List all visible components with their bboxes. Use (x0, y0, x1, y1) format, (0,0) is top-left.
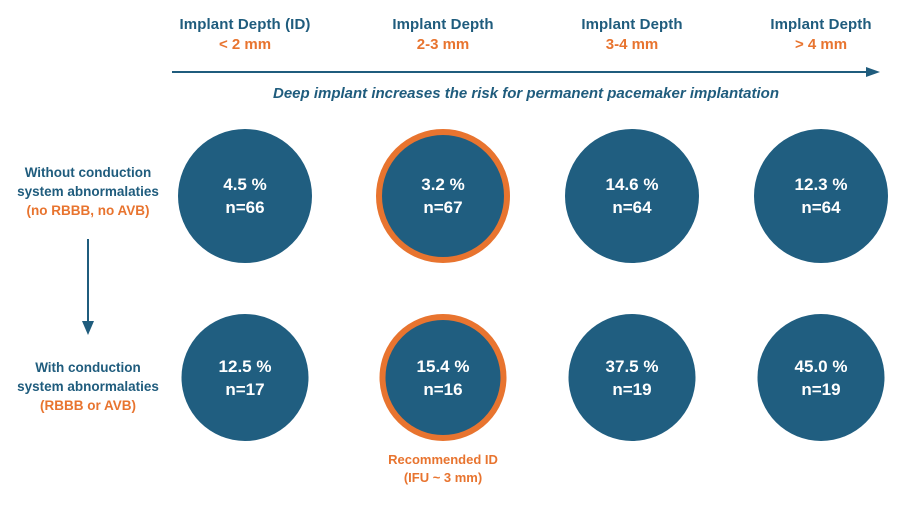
group-label-with-csa: With conduction system abnormalaties (RB… (2, 358, 174, 415)
stat-circle-row2-col3: 37.5 % n=19 (568, 314, 696, 441)
sample-size: n=19 (801, 379, 841, 399)
sample-size: n=67 (423, 198, 463, 217)
stat-circle-row1-col4: 12.3 % n=64 (754, 129, 888, 263)
stat-circle-row1-col2-recommended: 3.2 % n=67 (376, 129, 510, 263)
column-header-lt2mm: Implant Depth (ID) < 2 mm (135, 16, 355, 53)
group-label-without-csa: Without conduction system abnormalaties … (2, 163, 174, 220)
sample-size: n=64 (801, 198, 841, 217)
pacemaker-rate: 3.2 % (421, 175, 465, 194)
column-header-3-4mm: Implant Depth 3-4 mm (522, 16, 742, 53)
column-header-gt4mm: Implant Depth > 4 mm (711, 16, 908, 53)
column-header-title: Implant Depth (581, 16, 683, 33)
stat-circle-row1-col3: 14.6 % n=64 (565, 129, 699, 263)
axis-subtitle: Deep implant increases the risk for perm… (272, 85, 779, 102)
group-label-line: system abnormalaties (17, 379, 159, 394)
recommended-id-caption-line: (IFU ~ 3 mm) (403, 470, 483, 485)
pacemaker-rate: 14.6 % (605, 175, 659, 194)
pacemaker-rate: 12.3 % (794, 175, 848, 194)
group-label-line: system abnormalaties (17, 184, 159, 199)
pacemaker-rate: 15.4 % (416, 356, 470, 376)
sample-size: n=66 (225, 198, 265, 217)
recommended-id-caption: Recommended ID (IFU ~ 3 mm) (388, 451, 498, 487)
recommended-id-caption-line: Recommended ID (388, 452, 498, 467)
stat-circle-row2-col4: 45.0 % n=19 (757, 314, 885, 441)
stat-circle-row2-col1: 12.5 % n=17 (181, 314, 309, 441)
stat-circle-row2-col2-recommended: 15.4 % n=16 (379, 314, 507, 441)
sample-size: n=16 (423, 379, 463, 399)
pacemaker-rate: 4.5 % (223, 175, 267, 194)
sample-size: n=19 (612, 379, 652, 399)
column-header-depth-range: 2-3 mm (416, 36, 470, 53)
pacemaker-rate: 12.5 % (218, 356, 272, 376)
sample-size: n=17 (225, 379, 265, 399)
down-arrow-icon (82, 239, 94, 335)
group-label-qualifier: (RBBB or AVB) (40, 398, 136, 413)
column-header-depth-range: 3-4 mm (605, 36, 659, 53)
pacemaker-rate: 37.5 % (605, 356, 659, 376)
group-label-line: Without conduction (24, 165, 152, 180)
column-header-title: Implant Depth (392, 16, 494, 33)
stat-circle-row1-col1: 4.5 % n=66 (178, 129, 312, 263)
pacemaker-rate: 45.0 % (794, 356, 848, 376)
column-header-title: Implant Depth (770, 16, 872, 33)
column-header-depth-range: > 4 mm (794, 36, 848, 53)
group-label-line: With conduction (35, 360, 141, 375)
column-header-title: Implant Depth (ID) (179, 16, 311, 33)
column-header-depth-range: < 2 mm (218, 36, 272, 53)
group-label-qualifier: (no RBBB, no AVB) (26, 203, 150, 218)
column-header-2-3mm: Implant Depth 2-3 mm (333, 16, 553, 53)
depth-axis-right-arrow-icon (172, 67, 880, 77)
sample-size: n=64 (612, 198, 652, 217)
